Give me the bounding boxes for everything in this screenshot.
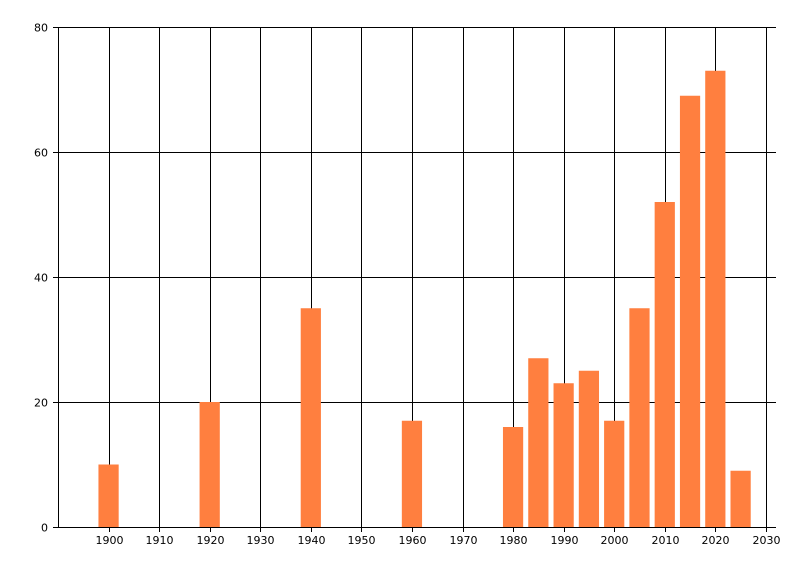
y-tick-labels: 0 20 40 60 80	[34, 22, 48, 535]
x-tick-label: 2030	[753, 534, 781, 547]
bar-1980	[502, 427, 524, 527]
bar-2020	[705, 70, 726, 527]
axes	[53, 27, 776, 532]
bar-2000	[604, 420, 625, 527]
y-tick-label: 80	[34, 22, 48, 35]
x-tick-label: 1940	[298, 534, 326, 547]
y-tick-label: 20	[34, 397, 48, 410]
bars	[98, 70, 751, 527]
y-tick-label: 0	[41, 522, 48, 535]
x-tick-label: 1930	[247, 534, 275, 547]
bar-1920	[199, 402, 220, 527]
x-tick-label: 1950	[348, 534, 376, 547]
x-tick-label: 1900	[96, 534, 124, 547]
x-tick-label: 1970	[450, 534, 478, 547]
bar-2015	[679, 95, 701, 527]
bar-1990	[553, 383, 574, 527]
bar-1940	[300, 308, 321, 527]
x-tick-label: 1980	[500, 534, 528, 547]
x-tick-labels: 1900 1910 1920 1930 1940 1950 1960 1970 1980 1990…	[96, 534, 781, 547]
bar-2005	[629, 308, 650, 527]
y-tick-label: 40	[34, 272, 48, 285]
x-tick-label: 2000	[601, 534, 629, 547]
bar-1985	[528, 358, 549, 527]
bar-1900	[98, 464, 119, 527]
x-tick-label: 1910	[146, 534, 174, 547]
y-tick-label: 60	[34, 147, 48, 160]
bar-2025	[730, 470, 751, 527]
x-tick-label: 2010	[652, 534, 680, 547]
x-tick-label: 1990	[551, 534, 579, 547]
bar-1995	[578, 370, 600, 527]
x-tick-label: 1920	[197, 534, 225, 547]
x-tick-label: 1960	[399, 534, 427, 547]
bar-1960	[401, 420, 423, 527]
bar-2010	[654, 202, 675, 527]
x-tick-label: 2020	[702, 534, 730, 547]
